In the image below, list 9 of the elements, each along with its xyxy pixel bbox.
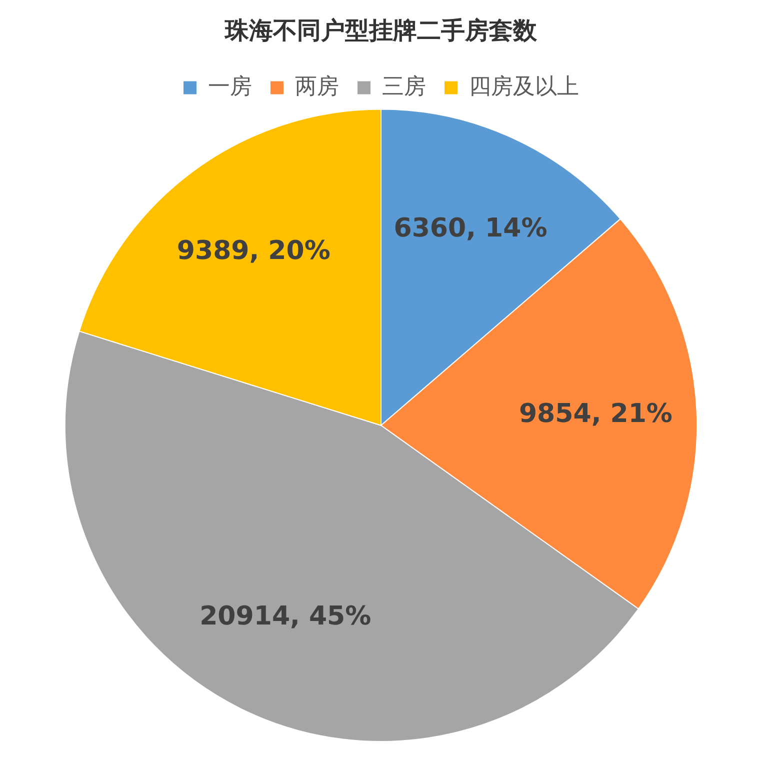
data-label: 9389, 20% <box>176 236 330 266</box>
legend-label: 两房 <box>295 74 339 100</box>
legend-label: 四房及以上 <box>469 74 579 100</box>
data-label: 9854, 21% <box>518 399 672 430</box>
legend-label: 三房 <box>382 74 426 100</box>
chart-title: 珠海不同户型挂牌二手房套数 <box>224 16 538 45</box>
data-label: 20914, 45% <box>200 602 372 632</box>
data-label: 6360, 14% <box>394 214 548 244</box>
legend-label: 一房 <box>208 74 252 100</box>
